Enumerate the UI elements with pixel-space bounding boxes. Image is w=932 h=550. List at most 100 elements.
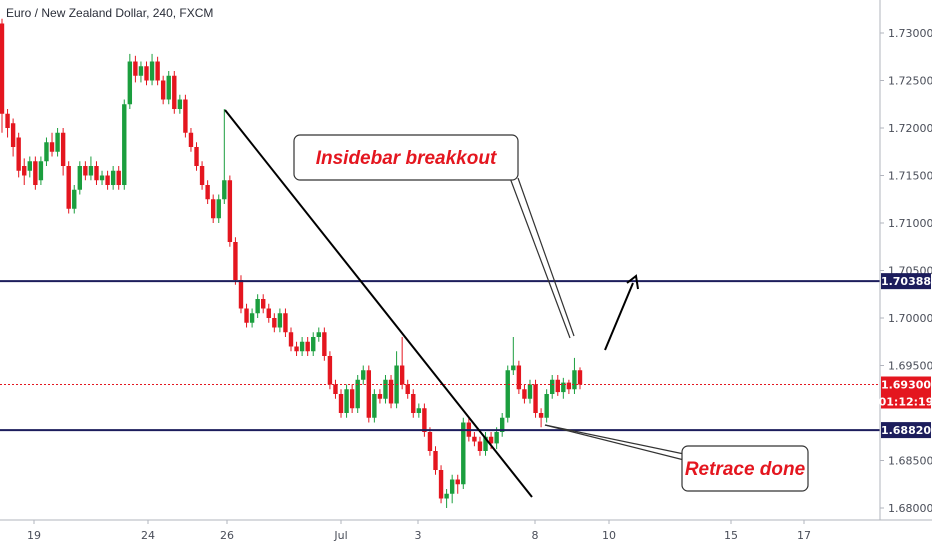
candle [477,436,483,456]
candle-body [533,384,538,413]
candle-body [322,332,327,356]
candle [516,360,522,394]
candle [222,109,227,204]
candle-body [377,394,383,399]
candle-body [144,66,149,81]
candle [183,94,188,138]
candle-body [272,318,277,328]
candle-body [349,389,355,409]
candle [566,379,572,394]
time-axis: 19 24 26 Jul 3 8 10 15 17 [27,520,811,542]
candle [160,75,166,105]
candle [116,166,121,190]
candle [38,156,44,185]
candle [361,365,366,385]
x-tick-label: 17 [797,529,811,542]
candle-body [149,61,155,81]
candle [511,337,516,375]
candle-body [227,180,233,242]
candle-body [299,341,305,352]
candle-body [438,470,444,499]
candle-body [255,299,260,314]
candle [550,375,555,399]
candle [422,403,427,437]
candle [449,474,455,504]
candle [60,128,66,176]
candle [149,53,155,86]
candle [327,351,333,390]
candle-body [577,370,583,385]
candle [133,55,138,83]
candle [538,408,544,428]
candle [155,56,160,86]
candle-body [127,61,133,105]
candle-body [244,308,249,323]
candle-body [499,417,505,432]
x-tick-label: 19 [27,529,41,542]
candle-body [10,123,16,147]
candle-body [461,422,466,485]
candle [105,170,110,190]
candle-body [38,161,44,181]
candle [405,379,410,399]
candle-body [116,170,121,185]
candle [416,403,422,418]
candle-body [544,394,549,418]
candle [522,384,527,404]
candle-body [555,379,560,393]
candle-body [494,432,499,444]
insidebar-callout: Insidebar breakkout [293,134,575,339]
candle-body [172,75,177,109]
candle [233,237,238,285]
candle [244,303,249,328]
candle [66,161,71,214]
candle [438,465,444,504]
candle [172,71,177,114]
svg-text:1.70388: 1.70388 [881,275,931,288]
candle [99,170,105,185]
candle-body [283,313,288,333]
candle-body [249,313,255,323]
candle [49,132,55,157]
candle-body [0,23,5,114]
y-tick-label: 1.71500 [888,170,932,183]
candle-body [444,493,449,499]
candle [533,379,538,418]
candle [127,53,133,109]
candle [138,61,144,83]
candle-body [455,479,460,485]
candle [461,417,466,489]
current-price-badge: 1.69300 01:12:19 [879,376,932,409]
candle-body [316,332,321,337]
svg-text:1.69300: 1.69300 [881,379,931,392]
candle [455,474,460,494]
candle-body [294,346,299,352]
candle [261,294,266,314]
resistance-badge: 1.70388 [881,273,931,290]
trendline[interactable] [224,109,533,498]
candle [277,308,283,333]
candle [388,375,394,409]
candle [188,128,194,152]
candle-body [327,356,333,385]
candle [349,384,355,413]
candle [333,379,338,399]
candle-body [222,180,227,200]
candle [366,365,372,423]
candle [205,180,210,204]
candle-body [183,99,188,133]
y-tick-label: 1.72500 [888,75,932,88]
candle-body [550,379,555,394]
x-tick-label: 3 [415,529,422,542]
candle [83,161,88,181]
candle [44,137,49,166]
candle-body [572,370,577,390]
candle-body [483,436,488,451]
candle [5,109,10,138]
candle [122,99,127,190]
candle-body [133,61,138,76]
candle-body [16,137,21,171]
candle [394,351,399,409]
candle [338,389,344,418]
candle-body [83,166,88,176]
